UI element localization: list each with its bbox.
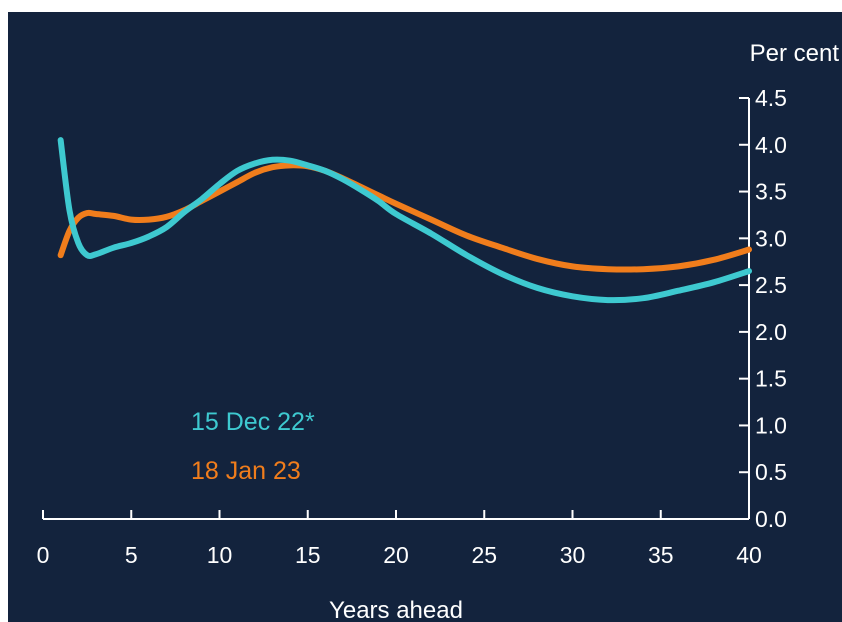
legend: 15 Dec 22* 18 Jan 23 bbox=[191, 408, 315, 485]
x-tick-label: 0 bbox=[37, 542, 50, 568]
series bbox=[57, 137, 752, 304]
y-axis-label: Per cent bbox=[750, 40, 840, 67]
axes bbox=[43, 98, 750, 520]
series-line-15-dec-22 bbox=[57, 137, 752, 304]
y-tick-label: 1.0 bbox=[755, 412, 787, 438]
y-tick-label: 3.5 bbox=[755, 179, 787, 205]
y-ticks: 0.0 0.5 1.0 1.5 2.0 2.5 3.0 3.5 4.0 4.5 bbox=[739, 85, 787, 532]
x-tick-label: 35 bbox=[648, 542, 674, 568]
x-tick-label: 25 bbox=[471, 542, 497, 568]
y-tick-label: 2.0 bbox=[755, 319, 787, 345]
y-tick-label: 2.5 bbox=[755, 272, 787, 298]
chart-container: 0 5 10 15 20 25 30 35 40 0.0 0.5 1.0 1.5 2.0 2.5 3.0 3.… bbox=[8, 12, 842, 622]
legend-entry-15-dec-22: 15 Dec 22* bbox=[191, 408, 315, 436]
legend-entry-18-jan-23: 18 Jan 23 bbox=[191, 457, 301, 485]
x-tick-label: 5 bbox=[125, 542, 138, 568]
line-chart: 0 5 10 15 20 25 30 35 40 0.0 0.5 1.0 1.5 2.0 2.5 3.0 3.… bbox=[37, 40, 840, 622]
x-tick-label: 30 bbox=[560, 542, 586, 568]
x-tick-label: 10 bbox=[207, 542, 233, 568]
x-axis-label: Years ahead bbox=[329, 597, 463, 622]
y-tick-label: 4.0 bbox=[755, 132, 787, 158]
x-ticks: 0 5 10 15 20 25 30 35 40 bbox=[37, 510, 762, 568]
y-tick-label: 0.5 bbox=[755, 459, 787, 485]
y-tick-label: 1.5 bbox=[755, 366, 787, 392]
x-tick-label: 20 bbox=[383, 542, 409, 568]
y-tick-label: 3.0 bbox=[755, 225, 787, 251]
x-tick-label: 40 bbox=[736, 542, 762, 568]
y-tick-label: 4.5 bbox=[755, 85, 787, 111]
x-tick-label: 15 bbox=[295, 542, 321, 568]
y-tick-label: 0.0 bbox=[755, 506, 787, 532]
